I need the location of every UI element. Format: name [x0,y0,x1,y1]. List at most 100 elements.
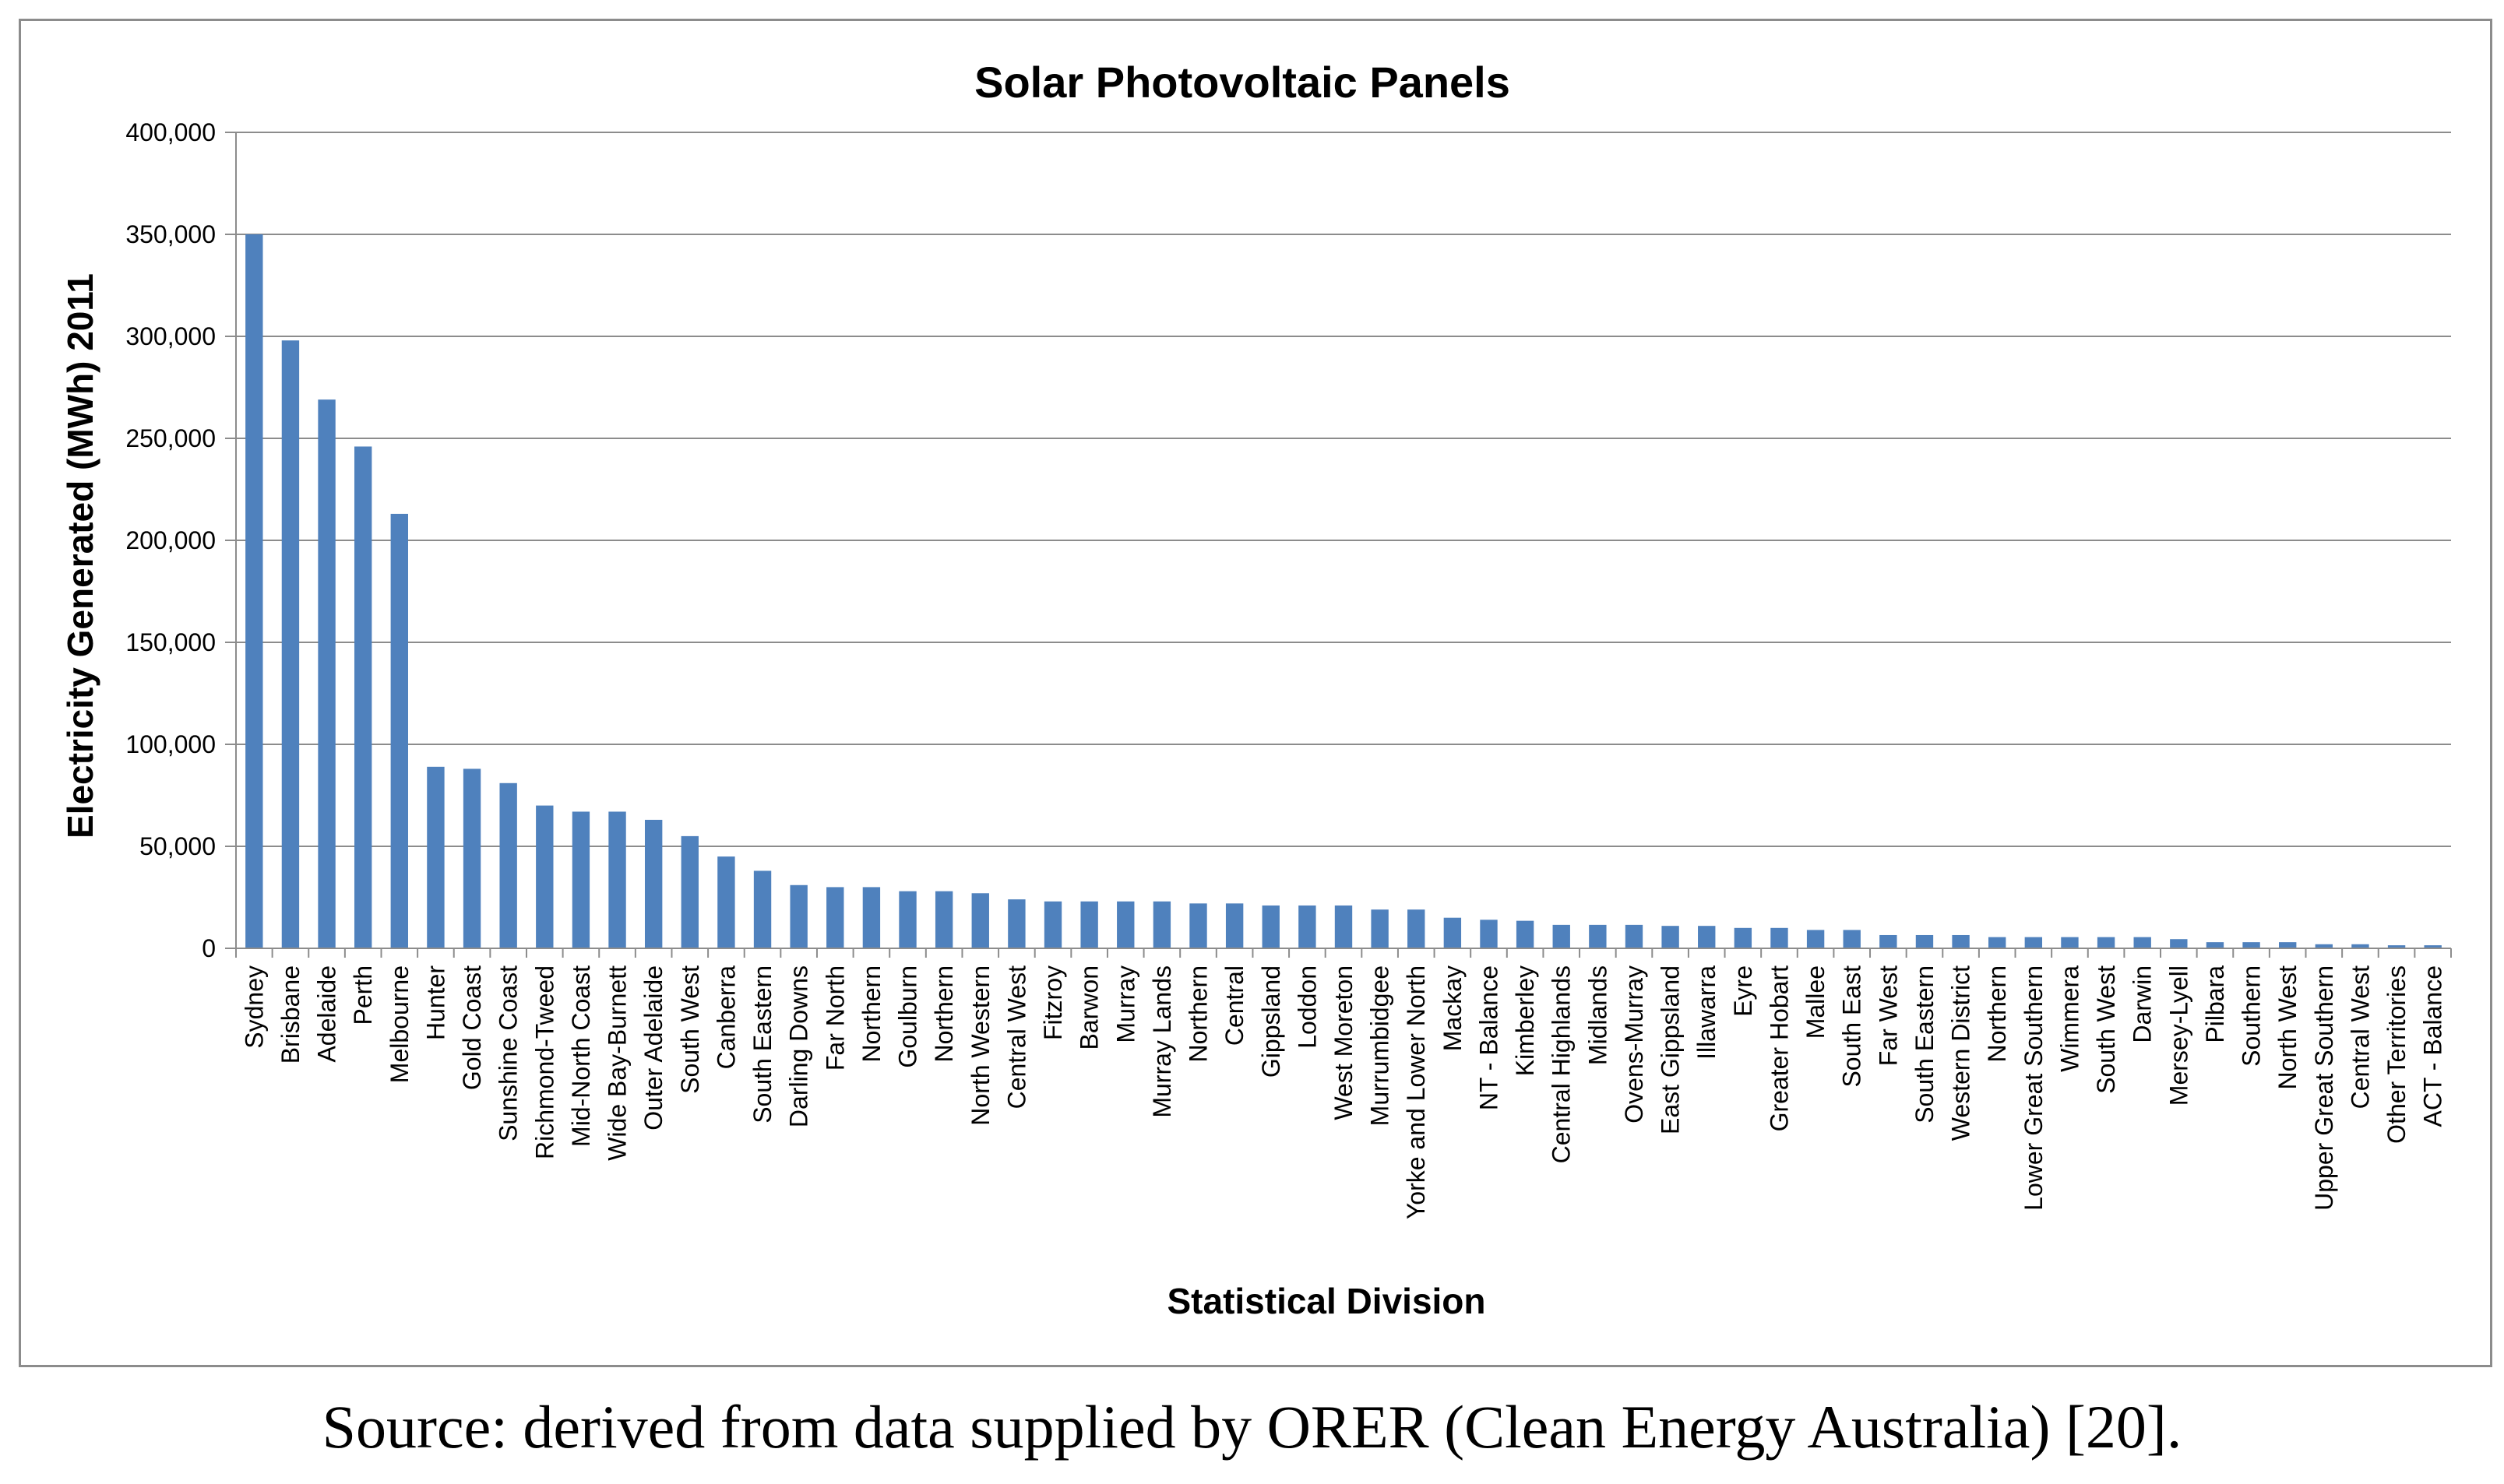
x-tick-label: Brisbane [276,965,305,1064]
axes [235,132,2451,949]
y-tick-label: 250,000 [125,424,216,452]
x-tick-label: Outer Adelaide [639,965,667,1131]
bar [1625,924,1643,948]
gridlines [225,132,2452,958]
y-tick-labels: 0 50,000 100,000 150,000 200,000 250,000 300,0… [125,118,216,962]
y-tick-label: 100,000 [125,730,216,758]
x-tick-label: Ovens-Murray [1620,965,1648,1124]
bar [2206,942,2224,948]
bar [1879,934,1897,948]
y-tick-label: 350,000 [125,220,216,248]
x-tick-label: Murrumbidgee [1366,965,1394,1126]
x-tick-label: Central West [2346,965,2374,1109]
bar [644,819,663,948]
y-tick-label: 0 [202,934,216,962]
x-axis-title: Statistical Division [1167,1281,1485,1321]
bar [354,446,372,948]
x-tick-label: Southern [2238,965,2266,1067]
x-tick-label: Western District [1947,965,1975,1141]
x-tick-label: Central West [1002,965,1030,1109]
bar [2097,937,2115,948]
x-tick-label: Melbourne [386,965,414,1083]
x-tick-label: North West [2273,965,2301,1090]
x-tick-label: Kimberley [1511,965,1539,1076]
x-tick-label: Far North [821,965,849,1071]
x-tick-label: North Western [967,965,995,1126]
x-tick-label: Illawarra [1692,965,1720,1060]
bar [862,887,881,948]
x-tick-label: Eyre [1729,965,1757,1017]
x-tick-label: Murray [1111,965,1139,1043]
x-tick-label: Perth [349,965,377,1025]
bar [2424,945,2442,948]
bar [572,811,590,948]
x-tick-label: Northern [1185,965,1213,1063]
x-tick-label: Mersey-Lyell [2164,965,2192,1106]
x-tick-label: Greater Hobart [1765,965,1793,1132]
x-tick-label: South West [676,965,704,1094]
bar [1661,926,1679,948]
bar [2133,937,2151,948]
x-tick-label: Sunshine Coast [495,965,523,1141]
x-tick-label: Canberra [712,965,740,1070]
bar [1443,917,1462,948]
bar [1589,924,1607,948]
x-tick-label: Goulburn [894,965,922,1068]
bar [1371,909,1389,948]
x-tick-label: South Eastern [748,965,777,1124]
bar [1298,905,1316,948]
x-tick-label: Yorke and Lower North [1402,965,1430,1219]
bar [390,513,408,948]
bar [899,891,917,948]
bar [1153,901,1171,948]
y-tick-label: 400,000 [125,118,216,146]
x-tick-label: Richmond-Tweed [530,965,558,1159]
x-tick-label: Wimmera [2055,965,2083,1072]
bar [1516,920,1534,948]
x-tick-label: Mid-North Coast [567,965,595,1147]
x-tick-label: Upper Great Southern [2310,965,2338,1211]
chart-frame: Solar Photovoltaic Panels 0 50,000 100,000… [19,19,2492,1367]
bar [1407,909,1425,948]
bar [1552,924,1570,948]
bar [318,399,336,948]
x-tick-label: Central [1220,965,1248,1046]
x-tick-label: Lower Great Southern [2020,965,2048,1211]
x-tick-label: Loddon [1293,965,1321,1049]
x-tick-label: Northern [1983,965,2011,1063]
x-tick-label: Northern [930,965,958,1063]
bar [717,856,735,948]
y-tick-label: 300,000 [125,322,216,350]
bar [2387,945,2406,948]
bar [1734,927,1752,948]
x-tick-label: Fitzroy [1039,965,1067,1040]
bar [2351,944,2369,948]
x-tick-label: Gippsland [1257,965,1285,1078]
source-caption: Source: derived from data supplied by OR… [322,1393,2182,1461]
y-tick-label: 50,000 [139,832,216,860]
y-tick-label: 200,000 [125,526,216,554]
bar [1770,927,1788,948]
x-tick-label: Other Territories [2382,965,2411,1144]
bar [1189,903,1207,948]
bar [1334,905,1353,948]
x-tick-label: Hunter [421,965,449,1040]
bar [935,891,953,948]
x-tick-label: East Gippsland [1657,965,1685,1134]
y-tick-label: 150,000 [125,628,216,656]
x-tick-label: Central Highlands [1548,965,1576,1163]
x-tick-label: NT - Balance [1474,965,1502,1110]
bar [281,340,300,948]
x-tick-label: Barwon [1076,965,1104,1050]
bar [2061,937,2079,948]
x-tick-label: South Eastern [1911,965,1939,1124]
x-tick-label: ACT - Balance [2419,965,2447,1127]
x-tick-label: South East [1838,965,1866,1088]
bar [1988,937,2006,948]
bar [1262,905,1280,948]
x-tick-labels: Sydney Brisbane Adelaide Perth Melbourne Hunt… [240,965,2446,1219]
bar [245,234,263,948]
x-tick-label: Adelaide [313,965,341,1063]
x-tick-label: Mackay [1439,965,1467,1051]
x-tick-label: Darling Downs [785,965,813,1127]
